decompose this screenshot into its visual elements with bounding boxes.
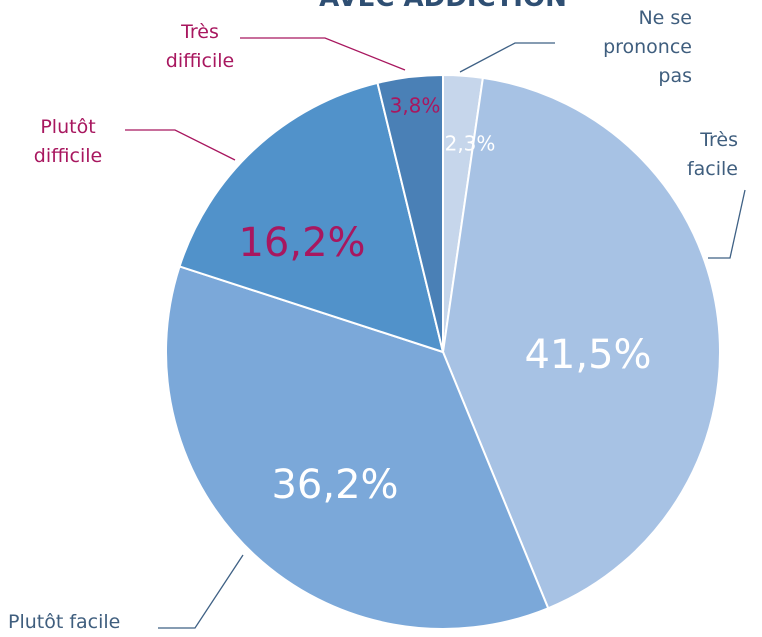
- leader-lines: [125, 37, 746, 629]
- chart-title: AVEC ADDICTION: [319, 0, 567, 13]
- slice-value-label: 41,5%: [524, 332, 651, 378]
- pie-slice: [441, 76, 721, 610]
- pie-slice: [178, 81, 445, 354]
- leader-line: [125, 129, 236, 161]
- category-label: Plutôt facile: [8, 611, 121, 633]
- category-label: Très facile: [686, 129, 738, 180]
- leader-line: [708, 189, 746, 259]
- slice-value-label: 2,3%: [445, 132, 496, 156]
- slice-value-label: 36,2%: [271, 462, 398, 508]
- slice-value-label: 3,8%: [390, 94, 441, 118]
- pie-slice: [376, 73, 444, 353]
- category-label: Très difficile: [165, 21, 235, 72]
- leader-line: [240, 37, 406, 71]
- pie-slice: [165, 265, 550, 630]
- category-label: Plutôt difficile: [33, 116, 103, 167]
- leader-line: [158, 554, 244, 629]
- category-label: Ne se prononce pas: [603, 7, 692, 87]
- slice-value-label: 16,2%: [238, 220, 365, 266]
- leader-line: [459, 42, 555, 73]
